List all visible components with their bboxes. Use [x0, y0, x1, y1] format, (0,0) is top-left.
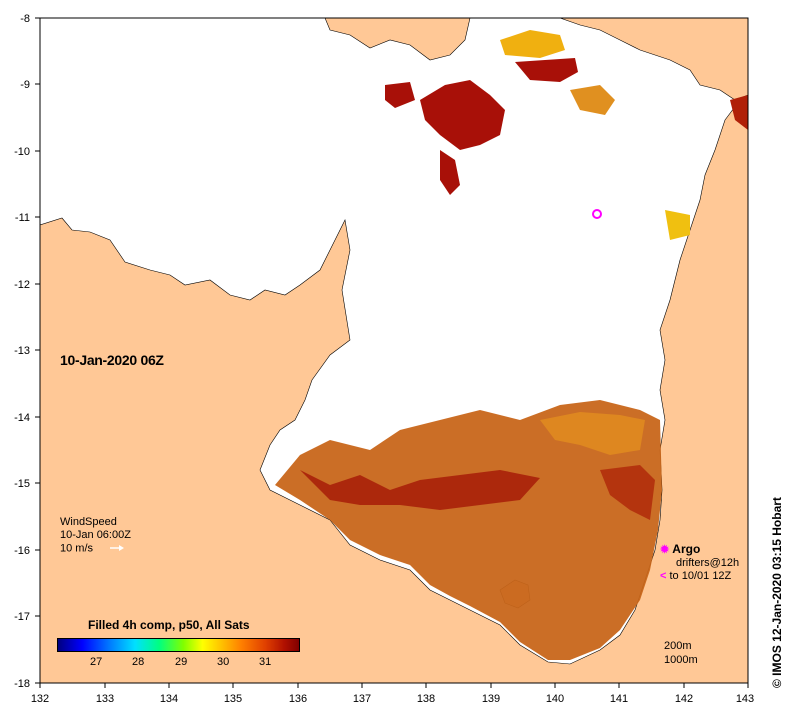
drifters-line1: drifters@12h	[676, 557, 740, 569]
colorbar-tick: 31	[259, 656, 272, 668]
colorbar-tick: 28	[132, 656, 145, 668]
y-tick: -17	[14, 611, 30, 623]
wind-legend: WindSpeed 10-Jan 06:00Z 10 m/s	[60, 516, 131, 555]
drifters-line2: to 10/01 12Z	[669, 570, 732, 582]
x-tick: 143	[736, 693, 754, 705]
sst-hot-patch-north	[420, 80, 505, 150]
depth-1000: 1000m	[664, 654, 698, 666]
land-new-guinea	[324, 18, 471, 61]
x-axis-ticks	[39, 683, 749, 688]
wind-time: 10-Jan 06:00Z	[60, 529, 131, 541]
depth-200: 200m	[664, 640, 692, 652]
colorbar-tick: 27	[90, 656, 103, 668]
credit-label: © IMOS 12-Jan-2020 03:15 Hobart	[770, 497, 784, 688]
sst-hot-patch-corner	[730, 95, 748, 130]
x-tick: 140	[546, 693, 564, 705]
sst-warm-field-south	[275, 400, 662, 660]
x-tick: 134	[160, 693, 178, 705]
y-tick: -14	[14, 412, 30, 424]
colorbar-tick: 30	[217, 656, 230, 668]
wind-title: WindSpeed	[60, 516, 117, 528]
sst-yellow-patch-ne	[665, 210, 690, 240]
sst-orange-patch-ne	[570, 85, 615, 115]
drifter-icon: <	[660, 570, 667, 582]
x-axis-labels: 132 133 134 135 136 137 138 139 140 141 …	[31, 693, 754, 705]
sst-hot-patch-south	[300, 470, 540, 510]
y-tick: -11	[15, 212, 30, 224]
colorbar	[57, 638, 300, 652]
y-tick: -10	[14, 146, 30, 158]
argo-label: Argo	[672, 542, 701, 556]
land-cape-york	[559, 18, 748, 101]
x-tick: 136	[289, 693, 307, 705]
land-northern-territory	[40, 94, 748, 683]
x-tick: 142	[675, 693, 693, 705]
sst-hot-patch-north-4	[515, 58, 578, 82]
x-tick: 141	[610, 693, 628, 705]
y-axis-labels: -8 -9 -10 -11 -12 -13 -14 -15 -16 -17 -1…	[14, 13, 30, 690]
y-tick: -13	[14, 345, 30, 357]
y-axis-ticks	[35, 17, 40, 684]
colorbar-title: Filled 4h comp, p50, All Sats	[88, 618, 250, 632]
argo-icon: ✹	[660, 544, 670, 556]
x-tick: 138	[417, 693, 435, 705]
depth-legend: 200m 1000m	[664, 639, 698, 667]
argo-legend: ✹ Argo drifters@12h < to 10/01 12Z	[660, 543, 739, 583]
y-tick: -9	[20, 79, 30, 91]
x-tick: 135	[224, 693, 242, 705]
colorbar-tick: 29	[175, 656, 188, 668]
timestamp-label: 10-Jan-2020 06Z	[60, 352, 164, 368]
x-tick: 132	[31, 693, 49, 705]
y-tick: -8	[20, 13, 30, 25]
y-tick: -16	[14, 545, 30, 557]
x-tick: 137	[353, 693, 371, 705]
sst-hot-patch-north-2	[385, 82, 415, 108]
sst-yellow-patch-north	[500, 30, 565, 58]
x-tick: 139	[482, 693, 500, 705]
wind-arrow-icon	[110, 542, 125, 555]
wind-scale-row: 10 m/s	[60, 542, 131, 555]
x-tick: 133	[96, 693, 114, 705]
y-tick: -12	[14, 279, 30, 291]
sst-hot-patch-north-3	[440, 150, 460, 195]
y-tick: -18	[14, 678, 30, 690]
sst-orange-patch	[540, 412, 645, 455]
wind-scale: 10 m/s	[60, 542, 94, 555]
sst-hot-patch-east	[600, 465, 655, 520]
argo-marker	[592, 209, 602, 219]
y-tick: -15	[14, 478, 30, 490]
